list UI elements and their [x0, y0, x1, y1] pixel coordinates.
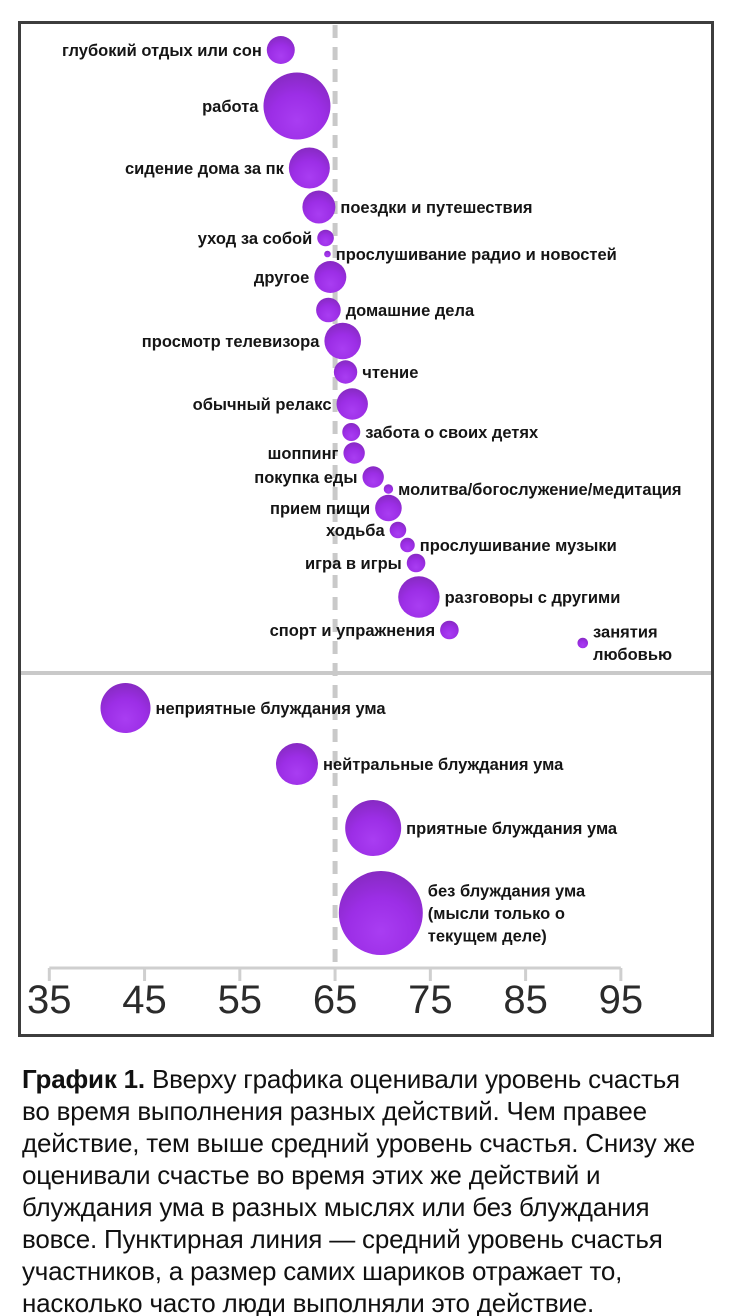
- x-axis-tick-label-4: 75: [408, 978, 453, 1022]
- mind_wandering-label-0: неприятные блуждания ума: [156, 700, 387, 718]
- activities-bubble-14: [383, 484, 394, 494]
- x-axis-tick-label-1: 45: [122, 978, 167, 1022]
- activities-bubble-3: [302, 190, 336, 224]
- x-axis-tick-label-6: 95: [599, 978, 644, 1022]
- x-axis-tick-label-2: 55: [218, 978, 263, 1022]
- group-mind_wandering: неприятные блуждания ума нейтральные блуж…: [100, 683, 618, 955]
- activities-label-15: прием пищи: [270, 500, 370, 518]
- mind_wandering-bubble-1: [275, 743, 318, 785]
- activities-bubble-4: [317, 229, 334, 247]
- chart-frame: [18, 21, 714, 1037]
- activities-label-7: домашние дела: [346, 302, 475, 320]
- activities-label-14: молитва/богослужение/медитация: [398, 481, 681, 499]
- activities-label-6: другое: [254, 269, 309, 287]
- activities-label-13: покупка еды: [254, 469, 357, 487]
- activities-bubble-17: [400, 537, 415, 553]
- activities-bubble-15: [375, 494, 402, 522]
- activities-label-9: чтение: [362, 364, 418, 382]
- activities-bubble-16: [389, 521, 407, 539]
- activities-bubble-1: [263, 72, 331, 140]
- mind_wandering-label-3: без блуждания ума (мысли только о текущем …: [428, 882, 586, 945]
- activities-bubble-10: [336, 388, 368, 420]
- x-axis-tick-label-0: 35: [27, 978, 72, 1022]
- activities-label-21: занятия любовью: [593, 624, 672, 665]
- activities-label-5: прослушивание радио и новостей: [336, 246, 617, 264]
- x-axis-tick-label-5: 85: [503, 978, 548, 1022]
- caption-lead: График 1.: [22, 1064, 145, 1094]
- activities-bubble-9: [333, 360, 358, 384]
- activities-bubble-21: [577, 637, 589, 649]
- activities-bubble-18: [406, 553, 426, 573]
- mind_wandering-bubble-2: [345, 800, 402, 856]
- caption: График 1. Вверху графика оценивали урове…: [22, 1063, 704, 1316]
- activities-label-0: глубокий отдых или сон: [62, 42, 262, 60]
- activities-label-19: разговоры с другими: [445, 589, 621, 607]
- activities-bubble-0: [266, 36, 295, 64]
- chart-root: 35 45 55 65 75 85 95 глубокий отдых или сон рабо…: [18, 21, 714, 1037]
- activities-bubble-8: [324, 322, 362, 360]
- activities-label-12: шоппинг: [268, 445, 339, 463]
- group-activities: глубокий отдых или сон работа сидение дома…: [62, 36, 681, 664]
- activities-bubble-13: [362, 466, 384, 488]
- activities-bubble-2: [288, 147, 330, 189]
- caption-body: Вверху графика оценивали уровень счастья…: [22, 1064, 696, 1316]
- activities-bubble-12: [343, 442, 365, 464]
- bubble-chart: 35 45 55 65 75 85 95 глубокий отдых или сон рабо…: [18, 21, 714, 1037]
- activities-label-4: уход за собой: [198, 230, 312, 248]
- activities-label-17: прослушивание музыки: [420, 537, 617, 555]
- mind_wandering-bubble-3: [338, 871, 423, 955]
- activities-label-2: сидение дома за пк: [125, 160, 285, 178]
- x-axis: 35 45 55 65 75 85 95: [27, 966, 644, 1022]
- activities-label-10: обычный релакс: [193, 396, 332, 414]
- activities-label-11: забота о своих детях: [365, 424, 539, 442]
- activities-label-20: спорт и упражнения: [270, 622, 435, 640]
- activities-label-18: игра в игры: [305, 555, 402, 573]
- mind_wandering-label-1: нейтральные блуждания ума: [323, 756, 564, 774]
- mind_wandering-label-2: приятные блуждания ума: [406, 820, 618, 838]
- activities-label-16: ходьба: [326, 522, 385, 540]
- activities-label-3: поездки и путешествия: [340, 199, 532, 217]
- activities-bubble-11: [342, 423, 361, 441]
- activities-bubble-7: [316, 297, 341, 323]
- activities-bubble-5: [324, 250, 331, 258]
- x-axis-tick-label-3: 65: [313, 978, 358, 1022]
- activities-bubble-20: [440, 620, 459, 640]
- activities-bubble-19: [398, 576, 440, 618]
- activities-bubble-6: [314, 261, 347, 293]
- activities-label-1: работа: [202, 98, 259, 116]
- mind_wandering-bubble-0: [100, 683, 151, 733]
- activities-label-8: просмотр телевизора: [142, 333, 320, 351]
